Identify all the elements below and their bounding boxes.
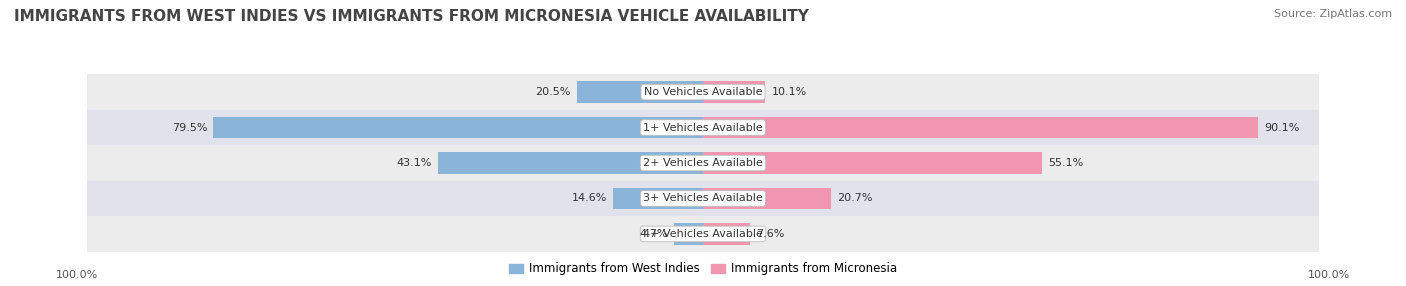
Bar <box>87 110 1319 145</box>
Bar <box>87 216 1319 252</box>
Text: 100.0%: 100.0% <box>56 270 98 279</box>
Text: 4+ Vehicles Available: 4+ Vehicles Available <box>643 229 763 239</box>
Text: 1+ Vehicles Available: 1+ Vehicles Available <box>643 123 763 132</box>
Text: 14.6%: 14.6% <box>571 194 607 203</box>
Bar <box>214 117 703 138</box>
Bar <box>703 188 831 209</box>
Text: 10.1%: 10.1% <box>772 87 807 97</box>
Text: Source: ZipAtlas.com: Source: ZipAtlas.com <box>1274 9 1392 19</box>
Text: IMMIGRANTS FROM WEST INDIES VS IMMIGRANTS FROM MICRONESIA VEHICLE AVAILABILITY: IMMIGRANTS FROM WEST INDIES VS IMMIGRANT… <box>14 9 808 23</box>
Text: 55.1%: 55.1% <box>1049 158 1084 168</box>
Text: 43.1%: 43.1% <box>396 158 432 168</box>
Bar <box>613 188 703 209</box>
Bar <box>87 145 1319 181</box>
Bar <box>703 152 1042 174</box>
Bar <box>576 82 703 103</box>
Bar <box>673 223 703 245</box>
Bar <box>437 152 703 174</box>
Text: 100.0%: 100.0% <box>1308 270 1350 279</box>
Text: No Vehicles Available: No Vehicles Available <box>644 87 762 97</box>
Text: 20.5%: 20.5% <box>536 87 571 97</box>
Bar <box>703 223 749 245</box>
Text: 20.7%: 20.7% <box>837 194 872 203</box>
Text: 2+ Vehicles Available: 2+ Vehicles Available <box>643 158 763 168</box>
Text: 3+ Vehicles Available: 3+ Vehicles Available <box>643 194 763 203</box>
Bar <box>87 74 1319 110</box>
Bar <box>703 82 765 103</box>
Bar <box>87 181 1319 216</box>
Legend: Immigrants from West Indies, Immigrants from Micronesia: Immigrants from West Indies, Immigrants … <box>503 258 903 280</box>
Text: 7.6%: 7.6% <box>756 229 785 239</box>
Text: 90.1%: 90.1% <box>1264 123 1299 132</box>
Text: 79.5%: 79.5% <box>172 123 207 132</box>
Text: 4.7%: 4.7% <box>640 229 668 239</box>
Bar <box>703 117 1258 138</box>
